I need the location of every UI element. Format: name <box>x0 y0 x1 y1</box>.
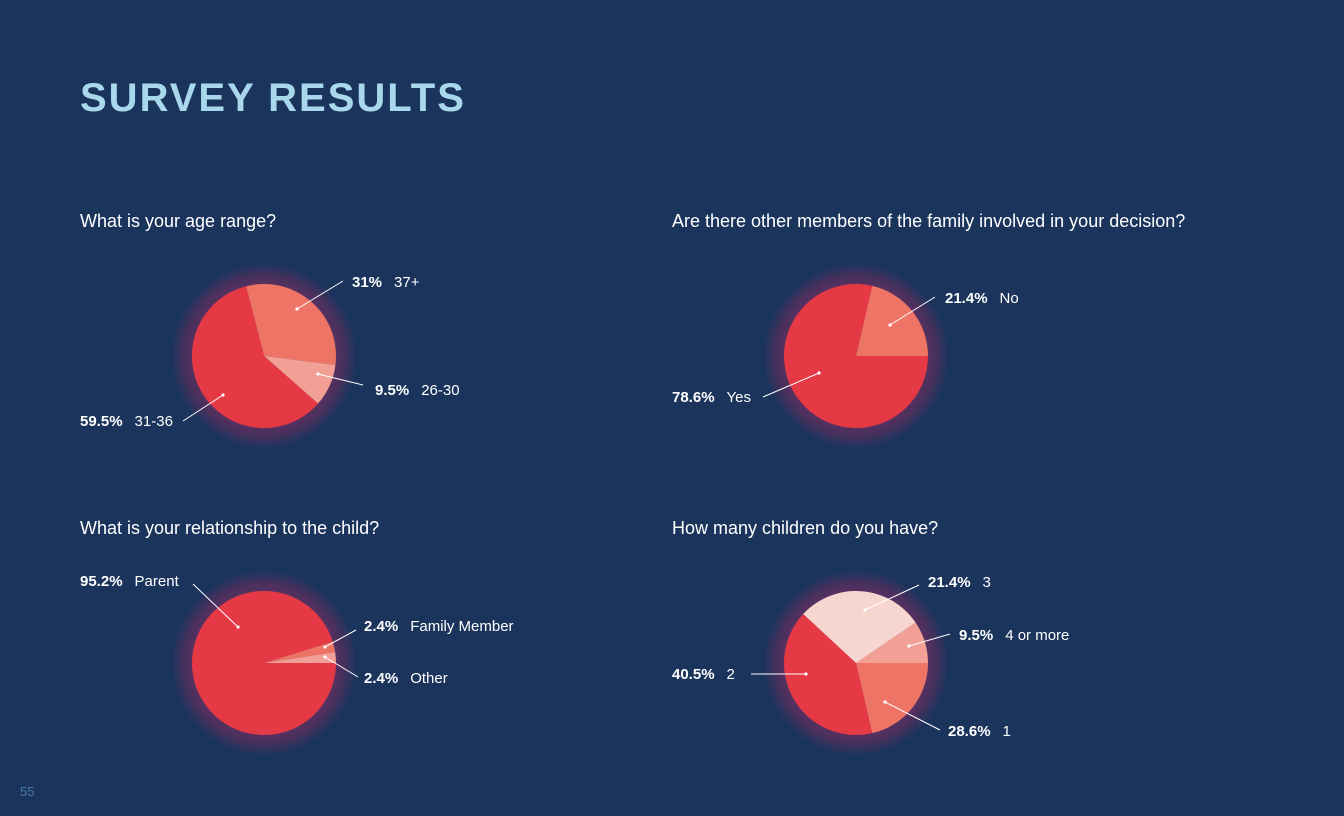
pie-slice-no <box>856 285 928 357</box>
leader-dot-3 <box>863 608 867 612</box>
slice-percent: 78.6% <box>672 389 715 406</box>
leader-line-3 <box>864 584 920 611</box>
leader-dot-family-member <box>323 645 327 649</box>
leader-line-yes <box>762 372 820 398</box>
slice-percent: 21.4% <box>928 574 971 591</box>
pie-slice-other <box>264 652 336 663</box>
slice-label-37: 31% 37+ <box>352 274 420 291</box>
pie-slice-26-30 <box>264 356 336 404</box>
slice-percent: 40.5% <box>672 666 715 683</box>
slice-percent: 9.5% <box>959 627 993 644</box>
slice-label-no: 21.4% No <box>945 290 1019 307</box>
chart-question: What is your age range? <box>80 211 277 231</box>
pie-slice-1 <box>803 591 916 663</box>
slice-category: Parent <box>135 573 180 590</box>
slice-category: 4 or more <box>1005 627 1069 644</box>
slice-label-31-36: 59.5% 31-36 <box>80 413 173 430</box>
pie-slice-4-or-more <box>856 622 928 663</box>
slice-category: 31-36 <box>135 413 173 430</box>
leader-line-family-member <box>324 629 357 648</box>
leader-dot-no <box>888 323 892 327</box>
slice-category: 1 <box>1003 723 1011 740</box>
leader-dot-26-30 <box>316 372 320 376</box>
slice-percent: 21.4% <box>945 290 988 307</box>
leader-dot-other <box>323 655 327 659</box>
slice-label-yes: 78.6% Yes <box>672 389 751 406</box>
pie-slice-yes <box>784 284 928 429</box>
slice-percent: 28.6% <box>948 723 991 740</box>
slice-percent: 2.4% <box>364 618 398 635</box>
page-title: SURVEY RESULTS <box>80 76 466 120</box>
slice-label-1: 28.6% 1 <box>948 723 1011 740</box>
slice-percent: 2.4% <box>364 670 398 687</box>
slice-percent: 31% <box>352 274 382 291</box>
slice-percent: 59.5% <box>80 413 123 430</box>
chart-age-range: What is your age range? 31% 37+ 9.5% 26-30 5… <box>80 210 700 500</box>
leader-line-37 <box>296 280 344 310</box>
leader-line-31-36 <box>182 394 224 422</box>
leader-dot-1 <box>883 700 887 704</box>
pie-slice-2 <box>783 614 873 736</box>
leader-line-1 <box>884 701 941 731</box>
slice-category: 3 <box>983 574 991 591</box>
chart-relationship: What is your relationship to the child? … <box>80 517 700 807</box>
page-number: 55 <box>20 784 35 799</box>
slice-label-4-or-more: 9.5% 4 or more <box>959 627 1069 644</box>
slice-category: 26-30 <box>421 382 459 399</box>
leader-dot-parent <box>236 625 240 629</box>
slice-category: Yes <box>727 389 751 406</box>
pie-chart-children-count: 9.5% 4 or more 21.4% 3 40.5% 2 28.6% 1 <box>672 572 1069 754</box>
leader-line-no <box>889 296 936 326</box>
pie-slice-family-member <box>264 641 336 663</box>
chart-question: How many children do you have? <box>672 518 939 538</box>
slice-percent: 95.2% <box>80 573 123 590</box>
slice-percent: 9.5% <box>375 382 409 399</box>
leader-dot-2 <box>804 672 808 676</box>
slice-label-parent: 95.2% Parent <box>80 573 180 590</box>
pie-slice-parent <box>192 590 336 735</box>
pie-slice-37 <box>246 283 336 366</box>
pie-slice-3 <box>856 663 928 734</box>
pie-chart-family-involvement: 21.4% No 78.6% Yes <box>672 265 1019 447</box>
slice-category: No <box>1000 290 1019 307</box>
slice-category: 37+ <box>394 274 420 291</box>
pie-chart-age-range: 31% 37+ 9.5% 26-30 59.5% 31-36 <box>80 265 460 447</box>
leader-line-parent <box>192 583 239 628</box>
slice-category: Other <box>410 670 448 687</box>
slice-label-26-30: 9.5% 26-30 <box>375 382 460 399</box>
slice-label-family-member: 2.4% Family Member <box>364 618 514 635</box>
leader-line-4-or-more <box>908 633 951 647</box>
leader-dot-yes <box>817 371 821 375</box>
slice-category: 2 <box>727 666 735 683</box>
leader-dot-37 <box>295 307 299 311</box>
slice-label-3: 21.4% 3 <box>928 574 991 591</box>
slice-category: Family Member <box>410 618 513 635</box>
slice-label-other: 2.4% Other <box>364 670 448 687</box>
leader-line-other <box>324 656 359 678</box>
chart-family-involvement: Are there other members of the family in… <box>672 210 1292 500</box>
leader-dot-4-or-more <box>907 644 911 648</box>
pie-chart-relationship: 2.4% Family Member 2.4% Other 95.2% Parent <box>80 572 514 754</box>
chart-children-count: How many children do you have? 9.5% 4 or … <box>672 517 1292 807</box>
slice-label-2: 40.5% 2 <box>672 666 735 683</box>
leader-dot-31-36 <box>221 393 225 397</box>
pie-slice-31-36 <box>192 286 319 428</box>
chart-question: What is your relationship to the child? <box>80 518 380 538</box>
chart-question: Are there other members of the family in… <box>672 211 1186 231</box>
leader-line-26-30 <box>317 373 364 386</box>
